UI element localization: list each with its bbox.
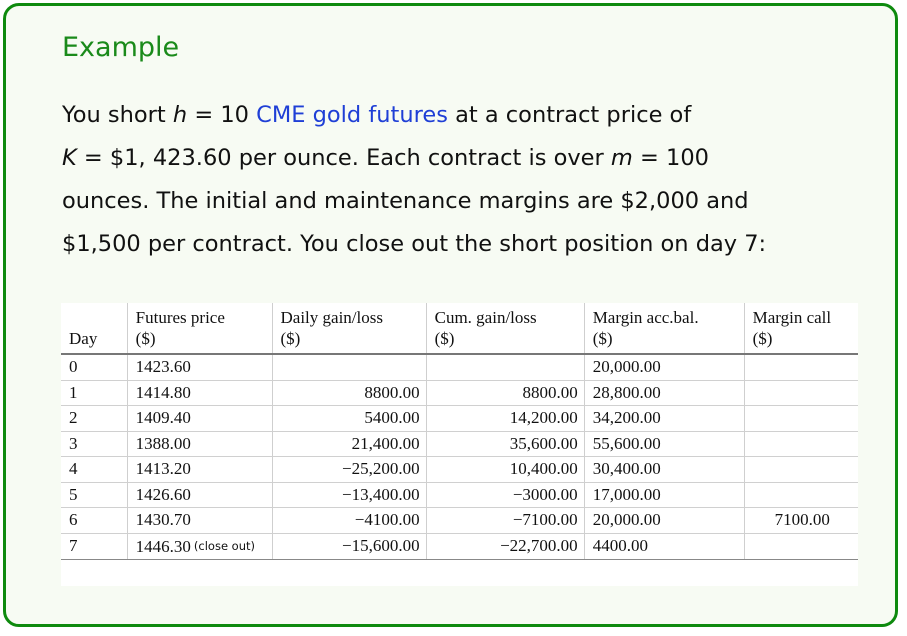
cell-daily: −15,600.00: [271, 533, 427, 560]
header-futures-price: Futures price ($): [126, 303, 272, 355]
example-text: You short h = 10 CME gold futures at a c…: [62, 102, 767, 257]
cell-margin: 4400.00: [583, 533, 745, 560]
table-row: 3 1388.00 21,400.00 35,600.00 55,600.00: [61, 431, 858, 457]
cell-margin: 20,000.00: [583, 507, 745, 534]
example-title: Example: [62, 32, 180, 63]
cell-day: 5: [61, 482, 128, 508]
cell-margin: 17,000.00: [583, 482, 745, 508]
cell-daily: −13,400.00: [271, 482, 427, 508]
cell-day: 0: [61, 354, 128, 381]
cell-price: 1423.60: [126, 354, 272, 381]
table-row: 7 1446.30 (close out) −15,600.00 −22,700.…: [61, 533, 858, 560]
cell-margin: 20,000.00: [583, 354, 745, 381]
cell-cum: 10,400.00: [425, 456, 585, 483]
cell-call: [743, 456, 858, 483]
cell-cum: −3000.00: [425, 482, 585, 508]
table-row: 1 1414.80 8800.00 8800.00 28,800.00: [61, 380, 858, 406]
close-out-note: (close out): [193, 538, 255, 553]
cell-daily: 21,400.00: [271, 431, 427, 457]
cell-margin: 30,400.00: [583, 456, 745, 483]
cell-cum: [425, 354, 585, 381]
margin-account-table: Day Futures price ($) Daily gain/loss ($) …: [61, 303, 858, 560]
cell-margin: 28,800.00: [583, 380, 745, 406]
cell-daily: −4100.00: [271, 507, 427, 534]
cell-price: 1430.70: [126, 507, 272, 534]
table-row: 0 1423.60 20,000.00: [61, 354, 858, 381]
example-box: Example You short h = 10 CME gold future…: [3, 3, 898, 627]
table-row: 6 1430.70 −4100.00 −7100.00 20,000.00 71…: [61, 507, 858, 534]
cell-daily: 5400.00: [271, 405, 427, 432]
cell-call: [743, 405, 858, 432]
cell-cum: −7100.00: [425, 507, 585, 534]
margin-table-container: Day Futures price ($) Daily gain/loss ($) …: [61, 303, 858, 586]
cell-cum: −22,700.00: [425, 533, 585, 560]
header-daily-gain-loss: Daily gain/loss ($): [271, 303, 427, 355]
cell-price: 1413.20: [126, 456, 272, 483]
cell-price: 1409.40: [126, 405, 272, 432]
cell-call: [743, 482, 858, 508]
cell-day: 7: [61, 533, 128, 560]
cell-day: 3: [61, 431, 128, 457]
cell-cum: 14,200.00: [425, 405, 585, 432]
header-margin-balance: Margin acc.bal. ($): [583, 303, 745, 355]
cell-cum: 35,600.00: [425, 431, 585, 457]
table-row: 5 1426.60 −13,400.00 −3000.00 17,000.00: [61, 482, 858, 508]
cell-daily: −25,200.00: [271, 456, 427, 483]
cell-margin: 55,600.00: [583, 431, 745, 457]
cell-call: [743, 533, 858, 560]
cell-margin: 34,200.00: [583, 405, 745, 432]
cell-call: [743, 354, 858, 381]
cell-price: 1388.00: [126, 431, 272, 457]
cell-call: [743, 431, 858, 457]
cell-call: [743, 380, 858, 406]
cell-cum: 8800.00: [425, 380, 585, 406]
header-margin-call: Margin call ($): [743, 303, 858, 355]
table-row: 4 1413.20 −25,200.00 10,400.00 30,400.00: [61, 456, 858, 483]
cell-call: 7100.00: [743, 507, 858, 534]
cme-gold-futures-link[interactable]: CME gold futures: [256, 102, 448, 128]
cell-day: 2: [61, 405, 128, 432]
cell-daily: [271, 354, 427, 381]
header-day: Day: [61, 303, 128, 355]
cell-day: 4: [61, 456, 128, 483]
cell-price: 1426.60: [126, 482, 272, 508]
cell-price: 1414.80: [126, 380, 272, 406]
cell-price: 1446.30 (close out): [126, 533, 272, 560]
header-cum-gain-loss: Cum. gain/loss ($): [425, 303, 585, 355]
table-row: 2 1409.40 5400.00 14,200.00 34,200.00: [61, 405, 858, 432]
table-header-row: Day Futures price ($) Daily gain/loss ($) …: [61, 303, 858, 355]
cell-daily: 8800.00: [271, 380, 427, 406]
cell-day: 1: [61, 380, 128, 406]
cell-day: 6: [61, 507, 128, 534]
